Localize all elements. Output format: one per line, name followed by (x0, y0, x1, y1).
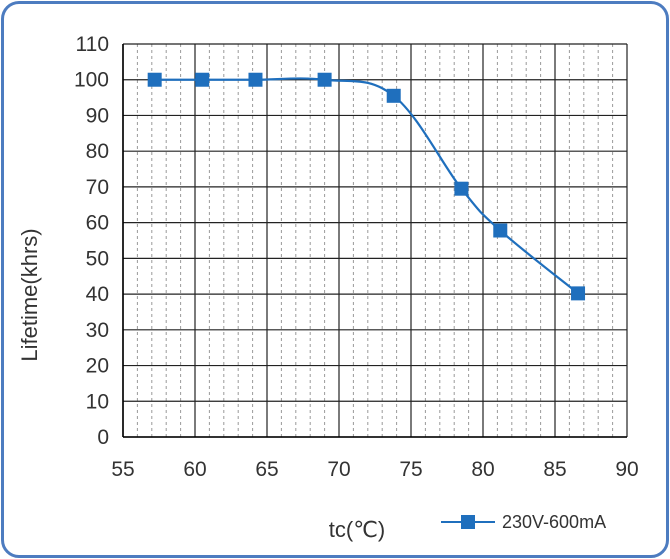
series-line (154, 77, 579, 295)
x-tick-label: 55 (111, 458, 134, 481)
x-tick-labels: 55 60 65 70 75 80 85 90 (111, 458, 638, 481)
x-tick-label: 90 (615, 458, 638, 481)
y-tick-label: 40 (86, 283, 109, 306)
data-point (571, 286, 586, 301)
y-tick-label: 80 (86, 140, 109, 163)
data-point (147, 72, 162, 87)
x-axis-label: tc(℃) (329, 517, 385, 542)
y-tick-label: 110 (76, 33, 109, 56)
data-point (454, 181, 469, 196)
y-tick-label: 50 (86, 247, 109, 270)
y-axis-label: Lifetime(khrs) (17, 228, 42, 361)
chart-grid (122, 43, 628, 438)
x-tick-label: 70 (327, 458, 350, 481)
y-tick-label: 20 (86, 355, 109, 378)
x-tick-label: 75 (399, 458, 422, 481)
series-layer (147, 72, 586, 301)
x-tick-label: 65 (255, 458, 278, 481)
y-tick-label: 10 (86, 390, 109, 413)
data-point (317, 72, 332, 87)
y-tick-label: 100 (74, 69, 109, 92)
data-point (195, 72, 210, 87)
x-tick-label: 85 (543, 458, 566, 481)
x-tick-label: 80 (471, 458, 494, 481)
data-point (493, 223, 508, 238)
y-tick-label: 60 (86, 212, 109, 235)
legend-label: 230V-600mA (502, 512, 606, 532)
data-point (386, 88, 401, 103)
x-tick-label: 60 (183, 458, 206, 481)
legend: 230V-600mA (441, 512, 606, 532)
data-point (248, 72, 263, 87)
y-tick-label: 90 (86, 104, 109, 127)
y-tick-label: 70 (86, 176, 109, 199)
legend-marker (461, 515, 475, 529)
y-tick-label: 0 (97, 426, 109, 449)
y-tick-label: 30 (86, 319, 109, 342)
y-tick-labels: 0 10 20 30 40 50 60 70 80 90 100 110 (74, 33, 109, 449)
